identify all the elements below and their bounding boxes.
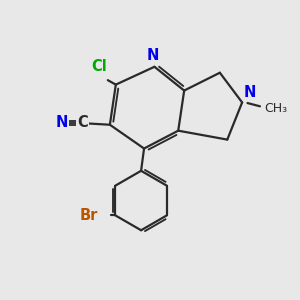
Text: Cl: Cl xyxy=(92,59,107,74)
Text: N: N xyxy=(56,115,68,130)
Text: CH₃: CH₃ xyxy=(264,102,288,115)
Text: N: N xyxy=(243,85,256,100)
Text: Br: Br xyxy=(79,208,98,223)
Text: N: N xyxy=(147,48,159,63)
Text: C: C xyxy=(77,115,88,130)
